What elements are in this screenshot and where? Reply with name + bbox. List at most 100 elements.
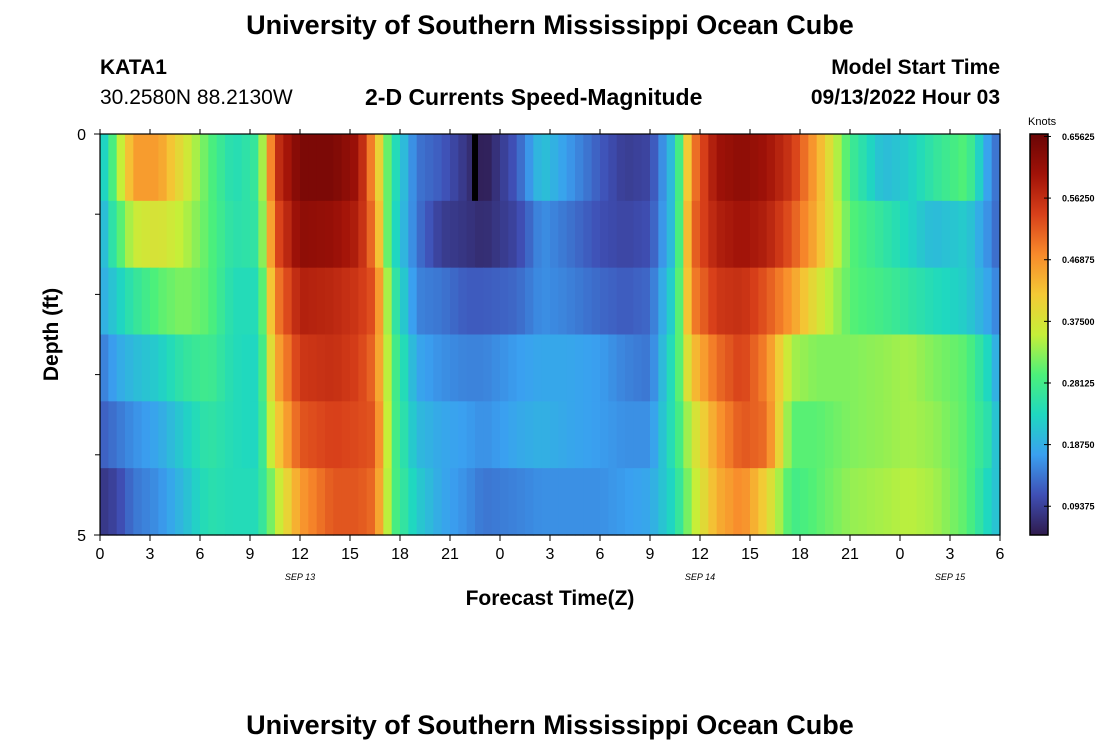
heatmap-cell xyxy=(766,468,776,536)
heatmap-cell xyxy=(158,134,168,202)
date-label: SEP 14 xyxy=(685,572,715,582)
heatmap-cell xyxy=(191,200,201,269)
heatmap-cell xyxy=(941,267,951,336)
heatmap-cell xyxy=(266,401,276,469)
heatmap-cell xyxy=(533,267,543,336)
heatmap-cell xyxy=(325,468,334,536)
heatmap-cell xyxy=(483,134,493,202)
heatmap-cell xyxy=(816,267,826,336)
heatmap-cell xyxy=(716,134,726,202)
heatmap-cell xyxy=(750,200,759,269)
heatmap-cell xyxy=(666,401,676,469)
heatmap-cell xyxy=(816,468,826,536)
heatmap-cell xyxy=(266,334,276,402)
heatmap-cell xyxy=(425,334,434,402)
heatmap-cell xyxy=(375,267,384,336)
heatmap-cell xyxy=(750,334,759,402)
heatmap-cell xyxy=(450,401,459,469)
heatmap-cell xyxy=(208,134,218,202)
heatmap-cell xyxy=(850,134,859,202)
heatmap-cell xyxy=(141,401,151,469)
heatmap-cell xyxy=(800,468,809,536)
heatmap-cell xyxy=(525,200,534,269)
heatmap-cell xyxy=(866,134,876,202)
heatmap-cell xyxy=(316,468,326,536)
heatmap-cell xyxy=(816,134,826,202)
heatmap-cell xyxy=(791,267,801,336)
heatmap-cell xyxy=(625,267,634,336)
heatmap-cell xyxy=(933,134,943,202)
heatmap-cell xyxy=(541,134,551,202)
heatmap-cell xyxy=(633,200,643,269)
heatmap-cell xyxy=(708,267,718,336)
heatmap-cell xyxy=(766,334,776,402)
heatmap-cell xyxy=(475,334,484,402)
heatmap-cell xyxy=(216,134,226,202)
heatmap-cell xyxy=(750,468,759,536)
heatmap-cell xyxy=(316,334,326,402)
heatmap-cell xyxy=(533,468,543,536)
heatmap-cell xyxy=(558,267,568,336)
heatmap-cell xyxy=(408,401,418,469)
heatmap-cell xyxy=(225,334,234,402)
heatmap-cell xyxy=(358,267,368,336)
heatmap-cell xyxy=(666,134,676,202)
heatmap-cell xyxy=(875,200,884,269)
heatmap-cell xyxy=(250,134,259,202)
heatmap-cell xyxy=(333,134,343,202)
heatmap-cell xyxy=(850,200,859,269)
heatmap-cell xyxy=(816,401,826,469)
heatmap-cell xyxy=(850,267,859,336)
heatmap-cell xyxy=(633,267,643,336)
heatmap-cell xyxy=(983,200,993,269)
heatmap-cell xyxy=(500,468,509,536)
x-axis-label: Forecast Time(Z) xyxy=(466,587,635,610)
heatmap-cell xyxy=(800,200,809,269)
heatmap-cell xyxy=(650,468,659,536)
heatmap-cell xyxy=(141,334,151,402)
heatmap-cell xyxy=(483,334,493,402)
heatmap-cell xyxy=(908,267,918,336)
heatmap-cell xyxy=(641,134,651,202)
heatmap-cell xyxy=(525,267,534,336)
heatmap-cell xyxy=(183,134,193,202)
heatmap-cell xyxy=(941,468,951,536)
heatmap-cell xyxy=(283,267,293,336)
heatmap-cell xyxy=(783,468,793,536)
heatmap-cell xyxy=(858,200,868,269)
x-tick-label: 9 xyxy=(246,546,255,563)
heatmap-cell xyxy=(291,468,301,536)
heatmap-cell xyxy=(175,401,184,469)
heatmap-cell xyxy=(458,468,468,536)
colorbar-tick-label: 0.65625 xyxy=(1062,132,1095,142)
heatmap-cell xyxy=(641,468,651,536)
heatmap-cell xyxy=(700,134,709,202)
x-tick-label: 12 xyxy=(291,546,309,563)
heatmap-cell xyxy=(783,267,793,336)
heatmap-cell xyxy=(283,468,293,536)
heatmap-cell xyxy=(141,468,151,536)
heatmap-cell xyxy=(583,468,593,536)
heatmap-cell xyxy=(641,267,651,336)
heatmap-cell xyxy=(416,468,426,536)
heatmap-cell xyxy=(200,334,209,402)
heatmap-cell xyxy=(291,267,301,336)
heatmap-cell xyxy=(808,401,818,469)
heatmap-cell xyxy=(958,401,968,469)
heatmap-cell xyxy=(725,468,734,536)
heatmap-cell xyxy=(225,267,234,336)
heatmap-cell xyxy=(366,334,376,402)
heatmap-cell xyxy=(800,134,809,202)
heatmap-cell xyxy=(175,267,184,336)
heatmap-cell xyxy=(608,267,618,336)
heatmap-cell xyxy=(208,401,218,469)
heatmap-cell xyxy=(650,267,659,336)
heatmap-cell xyxy=(400,468,409,536)
heatmap-cell xyxy=(108,334,118,402)
heatmap-cell xyxy=(191,334,201,402)
heatmap-cell xyxy=(850,334,859,402)
heatmap-cell xyxy=(441,134,451,202)
heatmap-cell xyxy=(391,468,401,536)
heatmap-cell xyxy=(383,401,393,469)
heatmap-cell xyxy=(350,200,359,269)
